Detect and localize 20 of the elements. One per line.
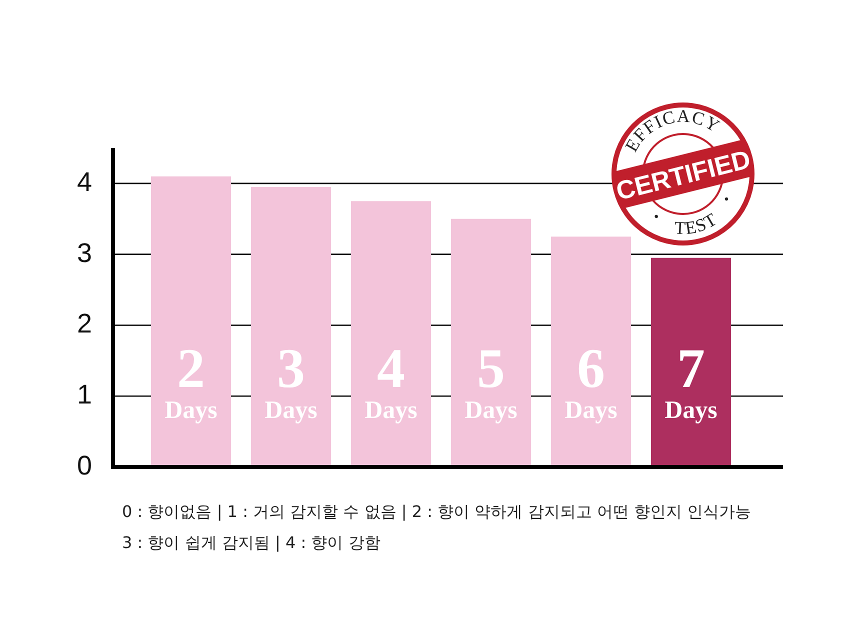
y-tick-label: 3	[76, 238, 92, 268]
y-tick-label: 0	[76, 450, 92, 480]
x-tick-label: 2 Days	[164, 338, 218, 424]
x-tick-label: 7 Days	[664, 338, 718, 424]
text: 0 : 향이없음 | 1 : 거의 감지할 수 없음 | 2 : 향이 약하게 감지되고 어떤 향인지 인식가능	[122, 502, 752, 522]
bar	[551, 236, 631, 467]
annotation: TEST	[669, 207, 722, 242]
bar	[651, 258, 731, 467]
x-tick-label: 6 Days	[564, 338, 618, 424]
bar	[151, 176, 231, 467]
x-tick-label: 4 Days	[364, 338, 418, 424]
y-tick-label: 4	[76, 166, 92, 197]
y-tick-label: 1	[76, 380, 92, 410]
bar	[451, 218, 531, 467]
bar	[351, 201, 431, 467]
bar	[251, 186, 331, 467]
text: 3 : 향이 쉽게 감지됨 | 4 : 향이 강함	[122, 533, 380, 552]
y-tick-label: 2	[76, 308, 92, 339]
x-tick-label: 3 Days	[264, 338, 318, 424]
x-tick-label: 5 Days	[464, 338, 518, 424]
